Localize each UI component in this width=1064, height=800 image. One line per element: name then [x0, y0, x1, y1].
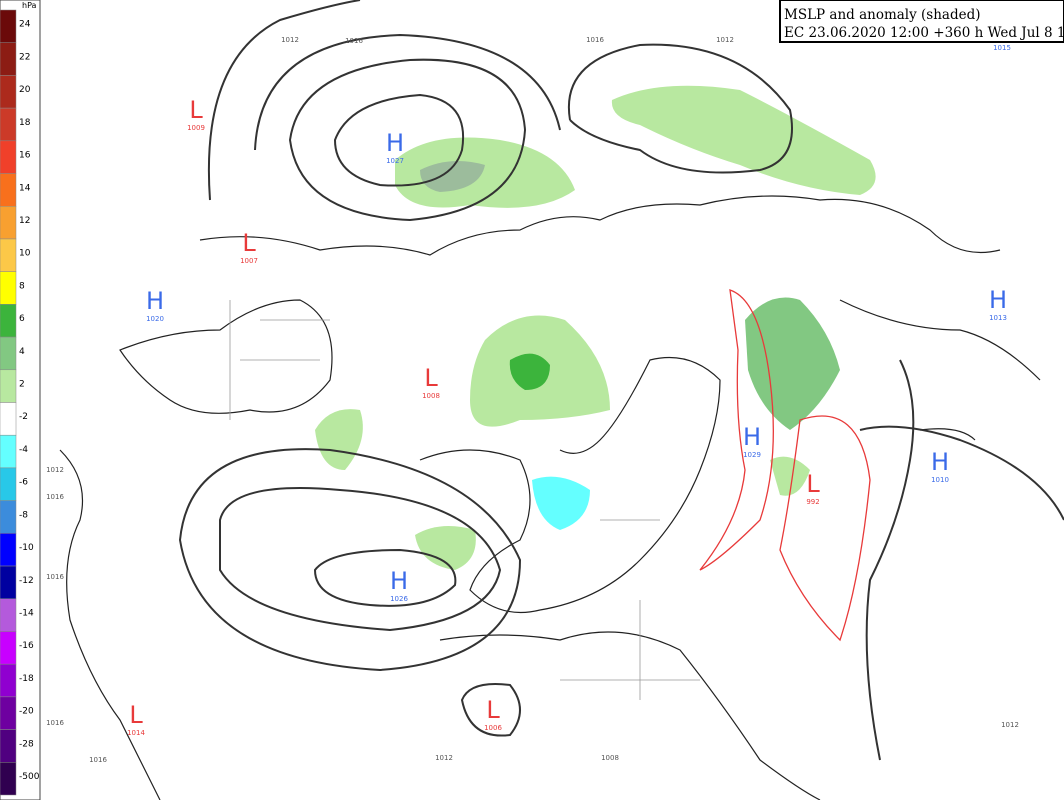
isobar-label: 1012	[1001, 721, 1019, 729]
center-symbol: L	[129, 701, 143, 729]
legend-swatch	[0, 729, 17, 763]
legend: hPa 24 22 20 18 16 14 12 10 8 6 4 2 -2 -4 -6 -8 -10 -12 -14…	[0, 0, 41, 800]
isobars	[178, 0, 1064, 761]
anomaly-shading	[315, 85, 876, 642]
legend-swatch	[0, 631, 17, 665]
center-value: 1020	[146, 315, 164, 323]
legend-swatch	[0, 762, 17, 796]
legend-swatch	[0, 238, 17, 272]
legend-swatch	[0, 140, 17, 174]
legend-swatch	[0, 565, 17, 600]
isobar-label: 1016	[586, 36, 604, 44]
isobar-label: 1012	[716, 36, 734, 44]
pressure-centers: L1009L1007H1027H1020L1008H1029L992H1026L…	[127, 96, 1007, 737]
center-value: 1007	[240, 257, 258, 265]
center-symbol: L	[242, 229, 256, 257]
legend-label: -14	[19, 608, 34, 618]
isobar-labels: 1012 1016 1016 1012 1015 1012 1016 1016 1016 1016…	[46, 36, 1019, 764]
center-symbol: H	[931, 448, 949, 476]
legend-swatch	[0, 336, 17, 371]
center-value: 1026	[390, 595, 408, 603]
legend-label: 10	[19, 249, 31, 259]
isobar-label: 1012	[46, 466, 64, 474]
center-symbol: L	[189, 96, 203, 124]
legend-label: 12	[19, 216, 30, 226]
isobar-label: 1016	[46, 573, 64, 581]
title-line: MSLP and anomaly (shaded)	[784, 7, 981, 23]
legend-label: 18	[19, 118, 31, 128]
legend-label: 14	[19, 183, 31, 193]
legend-swatch	[0, 696, 17, 730]
title-box: MSLP and anomaly (shaded) EC 23.06.2020 …	[779, 0, 1064, 43]
legend-swatch	[0, 434, 17, 469]
legend-swatch	[0, 173, 17, 207]
center-symbol: H	[989, 286, 1007, 314]
legend-swatch	[0, 533, 17, 567]
legend-label: -10	[19, 543, 34, 553]
legend-swatch	[0, 9, 17, 43]
legend-label: 4	[19, 347, 25, 357]
legend-swatch	[0, 271, 17, 305]
legend-swatch	[0, 402, 17, 436]
center-value: 1027	[386, 157, 404, 165]
legend-label: 6	[19, 314, 25, 324]
legend-label: -12	[19, 576, 34, 586]
center-symbol: H	[390, 567, 408, 595]
isobar-label: 1015	[993, 44, 1011, 52]
center-value: 1013	[989, 314, 1007, 322]
center-symbol: H	[386, 129, 404, 157]
legend-label: -6	[19, 478, 28, 488]
legend-swatch	[0, 206, 17, 240]
legend-label: 8	[19, 281, 25, 291]
legend-label: 20	[19, 85, 31, 95]
legend-label: 16	[19, 151, 31, 161]
center-value: 1029	[743, 451, 761, 459]
isobar-label: 1016	[46, 719, 64, 727]
center-value: 1006	[484, 724, 502, 732]
center-value: 1009	[187, 124, 205, 132]
coastlines	[59, 195, 1041, 800]
legend-swatch	[0, 42, 17, 76]
legend-swatch	[0, 75, 17, 109]
legend-swatch	[0, 467, 17, 501]
legend-swatch	[0, 663, 17, 698]
legend-label: 22	[19, 52, 30, 62]
center-symbol: L	[424, 364, 438, 392]
title-line: EC 23.06.2020 12:00 +360 h Wed Jul 8 12h…	[784, 25, 1064, 41]
legend-swatch	[0, 369, 17, 403]
legend-label: -2	[19, 412, 28, 422]
isobar-label: 1008	[601, 754, 619, 762]
legend-label: -16	[19, 641, 34, 651]
center-value: 1008	[422, 392, 440, 400]
legend-label: -4	[19, 445, 28, 455]
center-symbol: L	[486, 696, 500, 724]
legend-unit: hPa	[22, 1, 37, 10]
center-symbol: L	[806, 470, 820, 498]
center-symbol: H	[146, 287, 164, 315]
legend-label: -8	[19, 510, 28, 520]
isobar-label: 1012	[435, 754, 453, 762]
center-value: 1014	[127, 729, 145, 737]
isobar-label: 1016	[46, 493, 64, 501]
isobar-label: 1016	[89, 756, 107, 764]
legend-label: -20	[19, 707, 34, 717]
legend-swatch	[0, 500, 17, 534]
isobar-label: 1016	[345, 37, 363, 45]
legend-label: -500	[19, 772, 40, 782]
legend-label: 2	[19, 380, 25, 390]
legend-swatch	[0, 598, 17, 632]
legend-swatch	[0, 304, 17, 338]
isobar-label: 1012	[281, 36, 299, 44]
legend-label: -18	[19, 674, 34, 684]
center-symbol: H	[743, 423, 761, 451]
title-frame	[779, 0, 1064, 43]
center-value: 1010	[931, 476, 949, 484]
legend-swatch	[0, 107, 17, 142]
center-value: 992	[806, 498, 819, 506]
legend-label: -28	[19, 739, 34, 749]
legend-label: 24	[19, 20, 31, 30]
